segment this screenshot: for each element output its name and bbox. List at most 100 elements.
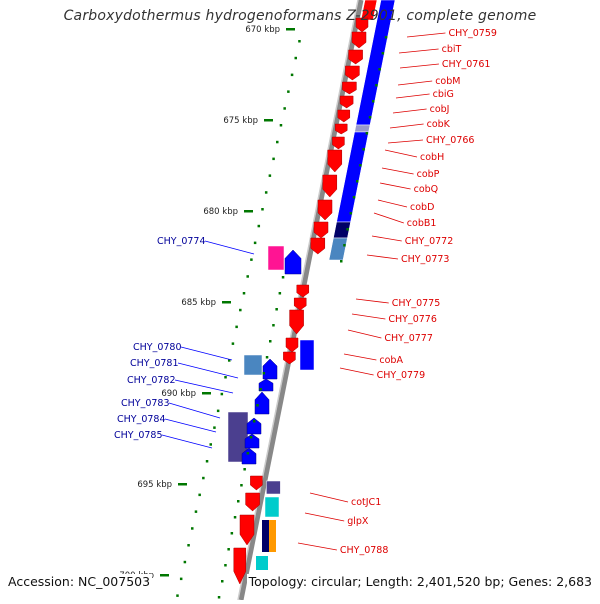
grey-track-block [354, 124, 371, 133]
leader-line [343, 353, 377, 361]
leader-line [168, 402, 221, 419]
leader-line [377, 199, 408, 208]
gene-arrow-red [337, 109, 351, 123]
gene-arrow-red [250, 475, 263, 491]
scale-tick [265, 356, 269, 359]
gene-arrow-red [351, 31, 367, 49]
gene-label: CHY_0783 [121, 398, 170, 409]
ruler-major-tick [202, 392, 211, 395]
ruler-major-tick [286, 28, 295, 31]
scale-tick [298, 40, 301, 43]
scale-tick [239, 308, 242, 312]
ruler-major-tick [244, 210, 253, 213]
scale-tick [198, 493, 201, 497]
gene-arrow-red [327, 149, 343, 173]
scale-tick [250, 258, 253, 261]
scale-tick [224, 564, 227, 567]
leader-line [399, 63, 439, 69]
scale-tick [221, 580, 224, 583]
scale-tick [227, 359, 231, 362]
gene-arrow-red [239, 514, 255, 546]
gene-label: CHY_0761 [442, 59, 491, 70]
leader-line [384, 149, 418, 158]
scale-tick [235, 325, 238, 329]
ruler-label: 685 kbp [181, 298, 216, 308]
gene-label: CHY_0784 [117, 414, 166, 425]
scale-tick [359, 164, 362, 167]
gene-label: CHY_0776 [388, 314, 437, 325]
leader-line [309, 492, 349, 503]
leader-line [366, 254, 399, 260]
gene-block-magenta [267, 245, 285, 271]
leader-line [389, 123, 424, 129]
leader-line [387, 139, 424, 144]
gene-arrow-red [245, 492, 260, 512]
gene-arrow-red [293, 297, 307, 311]
scale-tick [176, 594, 179, 597]
gene-arrow-red [285, 337, 299, 353]
leader-line [177, 362, 239, 379]
gene-label: CHY_0777 [384, 333, 433, 344]
scale-tick [352, 196, 356, 199]
scale-tick [346, 228, 349, 231]
scale-tick [343, 244, 346, 247]
gene-label: cobH [420, 152, 444, 163]
gene-block-cyan [256, 556, 268, 570]
leader-line [174, 379, 234, 394]
scale-tick [187, 544, 190, 547]
gene-arrow-blue [241, 447, 257, 465]
red-track-block [360, 0, 378, 21]
ruler-label: 670 kbp [245, 25, 280, 35]
gene-label: cobA [379, 355, 403, 366]
scale-tick [378, 68, 381, 71]
gene-label: cobD [410, 202, 434, 213]
gene-label: CHY_0782 [127, 375, 176, 386]
scale-tick [217, 596, 221, 599]
gene-arrow-blue [258, 378, 274, 392]
scale-tick [287, 90, 290, 93]
scale-tick [224, 376, 227, 379]
scale-tick [294, 56, 298, 60]
gene-block-slate [266, 480, 281, 495]
scale-tick [230, 532, 234, 535]
gene-arrow-blue [246, 417, 262, 435]
scale-tick [246, 275, 249, 278]
gene-arrow-red [310, 237, 326, 255]
scale-tick [368, 116, 372, 119]
scale-tick [340, 260, 343, 263]
scale-tick [283, 107, 286, 110]
gene-arrow-red [339, 95, 354, 109]
gene-arrow-red [334, 123, 348, 135]
leader-line [339, 367, 374, 376]
scale-tick [194, 510, 198, 513]
gene-label: cobB1 [407, 218, 437, 229]
gene-arrow-blue [244, 433, 260, 449]
scale-tick [372, 100, 375, 103]
scale-tick [269, 340, 272, 343]
gene-arrow-blue [262, 358, 278, 380]
gene-label: CHY_0779 [377, 370, 426, 381]
scale-tick [275, 308, 278, 311]
scale-tick [237, 500, 240, 503]
scale-tick [375, 84, 378, 87]
gene-block-orange [269, 520, 276, 552]
gene-label: CHY_0781 [130, 358, 179, 369]
ruler-major-tick [222, 301, 231, 304]
leader-line [204, 240, 255, 255]
gene-block-steelblue [243, 354, 263, 376]
gene-label: CHY_0774 [157, 236, 206, 247]
scale-tick [262, 372, 266, 375]
scale-tick [356, 180, 359, 183]
scale-tick [209, 443, 212, 446]
gene-label: CHY_0780 [133, 342, 182, 353]
gene-arrow-red [322, 174, 338, 198]
gene-arrow-red [283, 351, 296, 365]
scale-tick [365, 132, 369, 135]
gene-block-navy [262, 520, 269, 552]
leader-line [164, 418, 217, 433]
scale-tick [257, 224, 261, 228]
scale-tick [240, 484, 243, 487]
ruler-label: 690 kbp [161, 389, 196, 399]
gene-block-blue [299, 339, 315, 371]
